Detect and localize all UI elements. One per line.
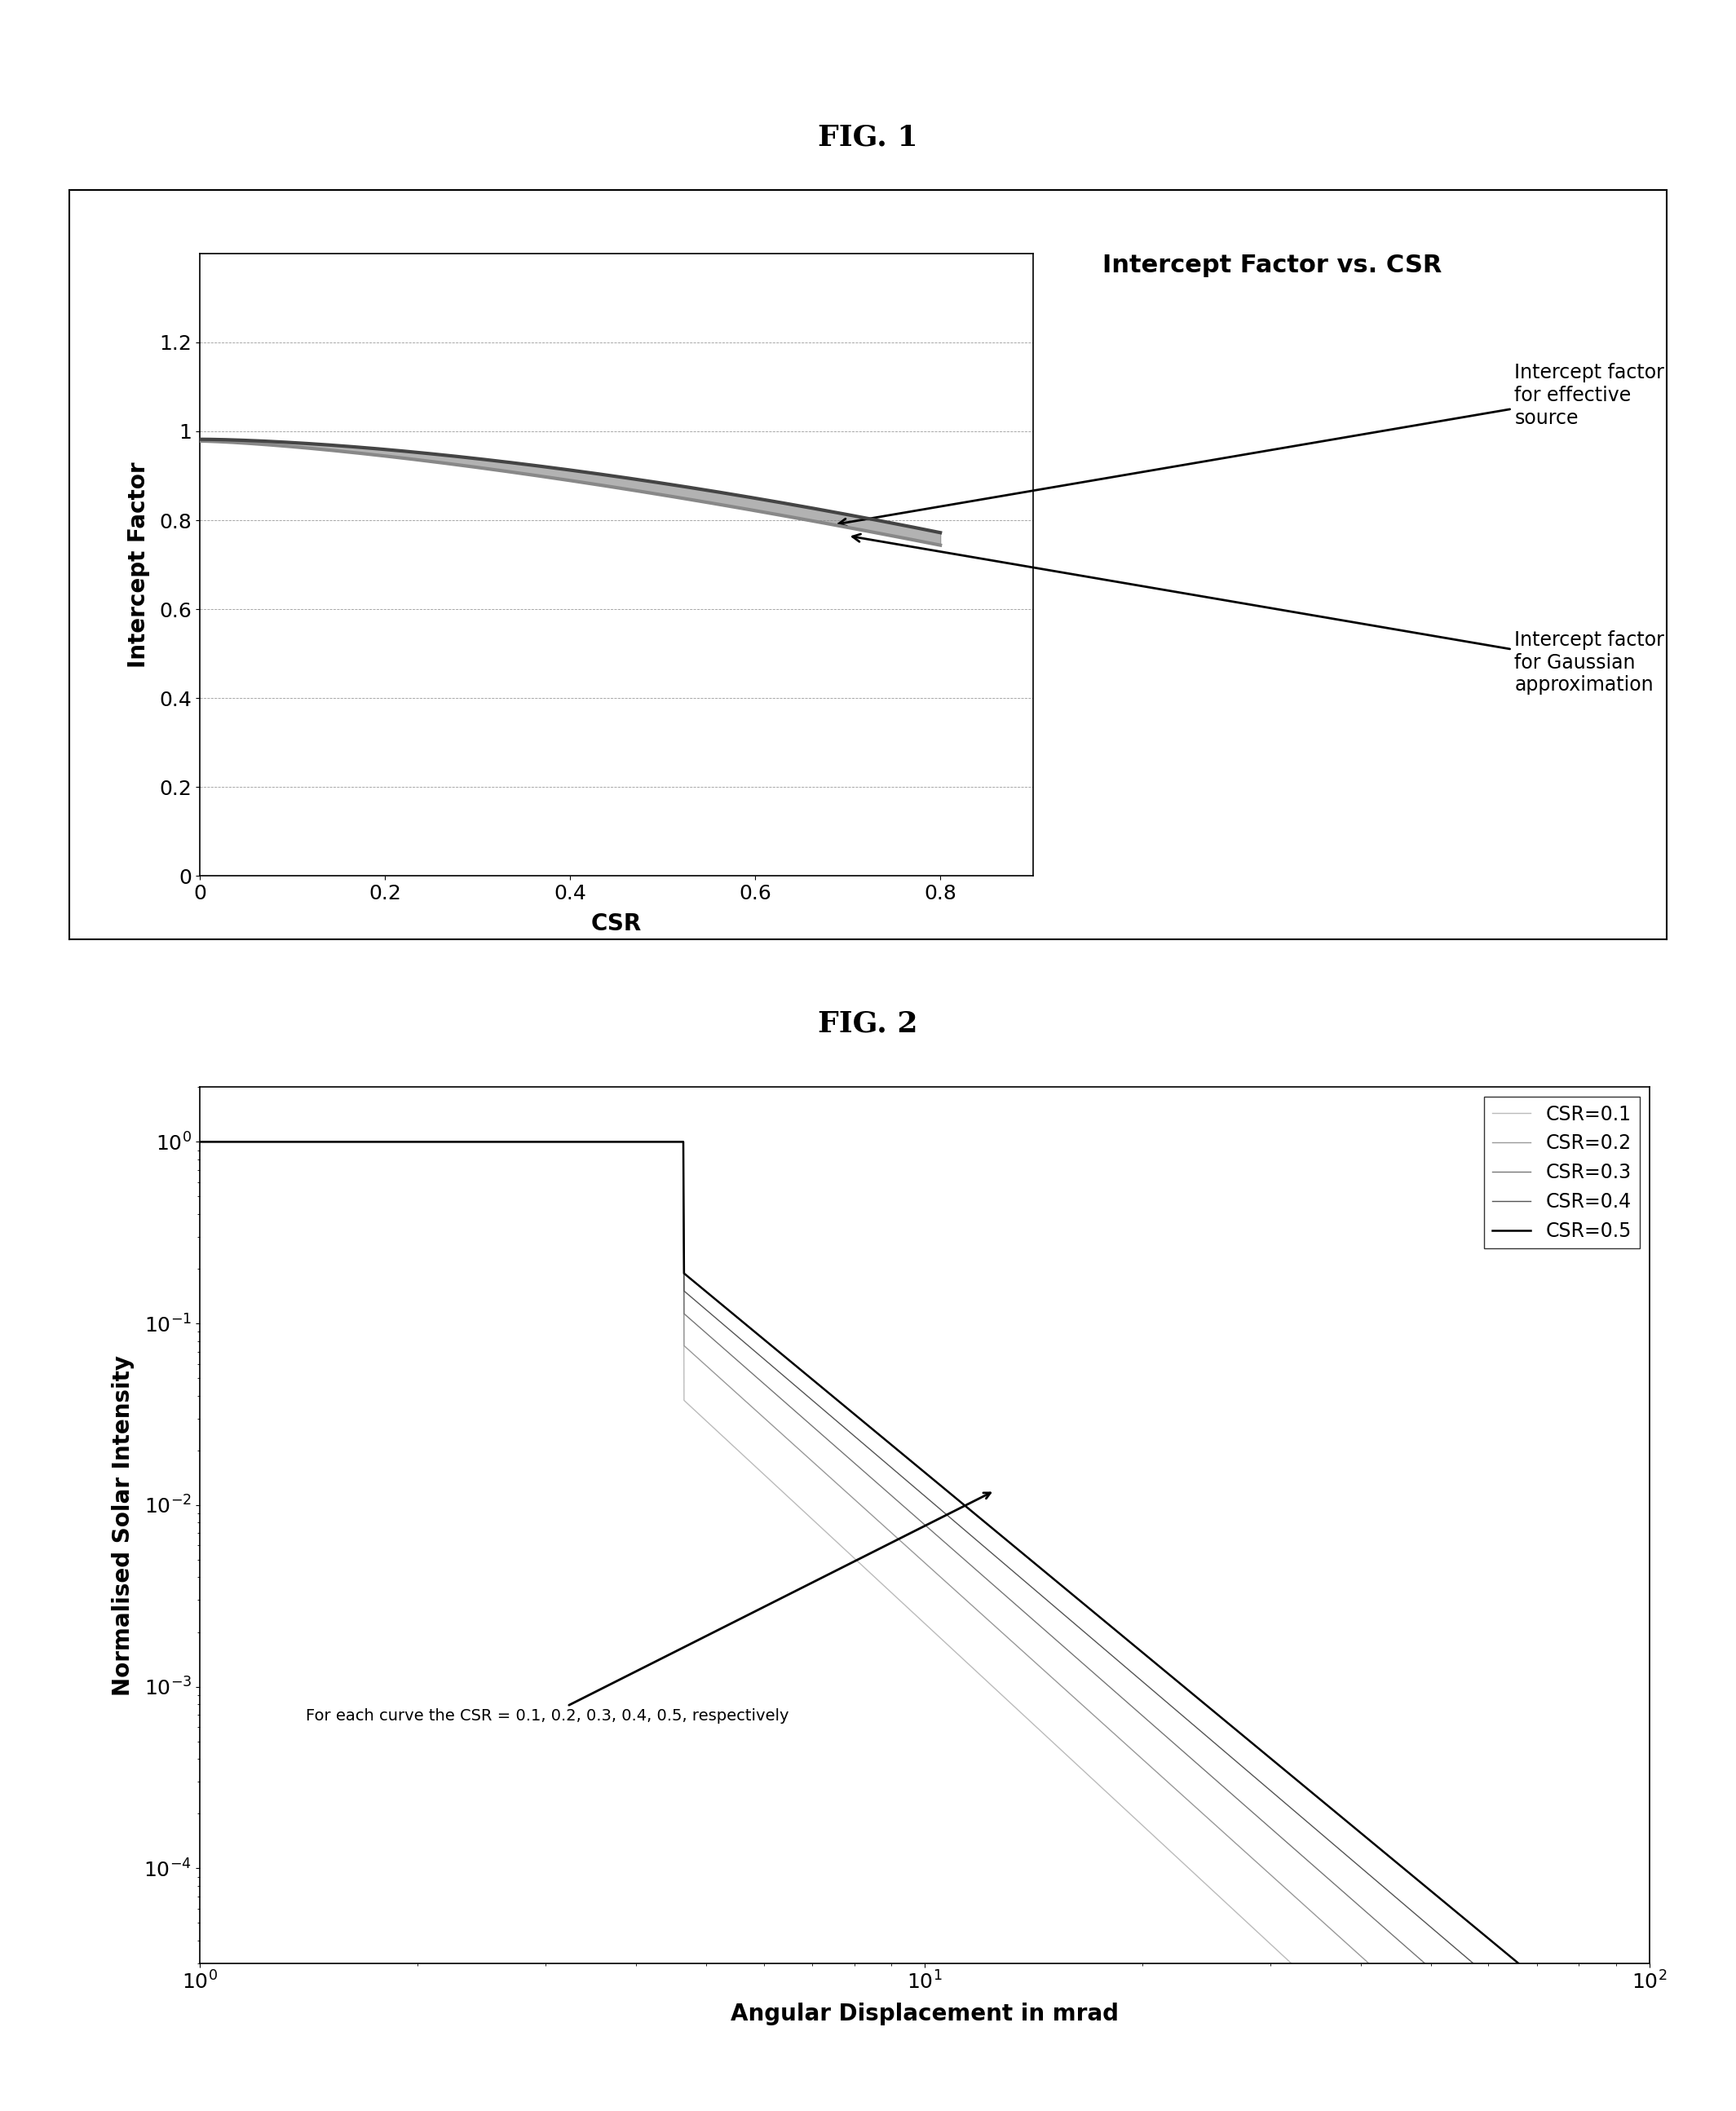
Text: Intercept factor
for Gaussian
approximation: Intercept factor for Gaussian approximat… bbox=[852, 534, 1665, 695]
CSR=0.4 bbox=[856, 1433, 877, 1459]
Line: CSR=0.5: CSR=0.5 bbox=[200, 1142, 1649, 2071]
CSR=0.5 bbox=[856, 1410, 877, 1435]
Y-axis label: Normalised Solar Intensity: Normalised Solar Intensity bbox=[111, 1355, 135, 1695]
CSR=0.3 bbox=[894, 1495, 915, 1520]
CSR=0.4 bbox=[894, 1467, 915, 1492]
CSR=0.5 bbox=[1597, 2024, 1618, 2050]
CSR=0.5 bbox=[189, 1129, 210, 1155]
CSR=0.1 bbox=[189, 1129, 210, 1155]
CSR=0.3 bbox=[1330, 1877, 1351, 1902]
CSR=0.4 bbox=[1597, 2065, 1618, 2090]
CSR=0.5 bbox=[894, 1444, 915, 1469]
Line: CSR=0.3: CSR=0.3 bbox=[200, 1142, 1649, 2111]
Line: CSR=0.2: CSR=0.2 bbox=[200, 1142, 1649, 2111]
CSR=0.2 bbox=[189, 1129, 210, 1155]
CSR=0.2 bbox=[894, 1533, 915, 1558]
CSR=0.1 bbox=[856, 1556, 877, 1581]
CSR=0.2 bbox=[856, 1497, 877, 1522]
Text: For each curve the CSR = 0.1, 0.2, 0.3, 0.4, 0.5, respectively: For each curve the CSR = 0.1, 0.2, 0.3, … bbox=[306, 1492, 990, 1725]
Text: FIG. 1: FIG. 1 bbox=[818, 122, 918, 152]
CSR=0.5 bbox=[1595, 2022, 1616, 2048]
CSR=0.3 bbox=[189, 1129, 210, 1155]
Line: CSR=0.1: CSR=0.1 bbox=[200, 1142, 1649, 2111]
CSR=0.2 bbox=[1330, 1925, 1351, 1951]
CSR=0.3 bbox=[264, 1129, 285, 1155]
CSR=0.5 bbox=[1330, 1805, 1351, 1830]
CSR=0.2 bbox=[264, 1129, 285, 1155]
CSR=0.5 bbox=[264, 1129, 285, 1155]
CSR=0.4 bbox=[189, 1129, 210, 1155]
CSR=0.1 bbox=[1330, 1997, 1351, 2022]
CSR=0.3 bbox=[856, 1461, 877, 1486]
Legend: CSR=0.1, CSR=0.2, CSR=0.3, CSR=0.4, CSR=0.5: CSR=0.1, CSR=0.2, CSR=0.3, CSR=0.4, CSR=… bbox=[1484, 1098, 1639, 1248]
Text: Intercept factor
for effective
source: Intercept factor for effective source bbox=[838, 363, 1665, 526]
X-axis label: Angular Displacement in mrad: Angular Displacement in mrad bbox=[731, 2003, 1118, 2024]
CSR=0.4 bbox=[1639, 2100, 1660, 2111]
CSR=0.4 bbox=[1595, 2065, 1616, 2090]
Text: Intercept Factor vs. CSR: Intercept Factor vs. CSR bbox=[1102, 253, 1443, 277]
Line: CSR=0.4: CSR=0.4 bbox=[200, 1142, 1649, 2111]
CSR=0.1 bbox=[264, 1129, 285, 1155]
CSR=0.4 bbox=[1330, 1839, 1351, 1864]
Y-axis label: Intercept Factor: Intercept Factor bbox=[127, 462, 149, 667]
X-axis label: CSR: CSR bbox=[590, 912, 642, 935]
CSR=0.5 bbox=[1639, 2058, 1660, 2084]
CSR=0.4 bbox=[264, 1129, 285, 1155]
CSR=0.1 bbox=[894, 1592, 915, 1617]
Text: FIG. 2: FIG. 2 bbox=[818, 1009, 918, 1039]
